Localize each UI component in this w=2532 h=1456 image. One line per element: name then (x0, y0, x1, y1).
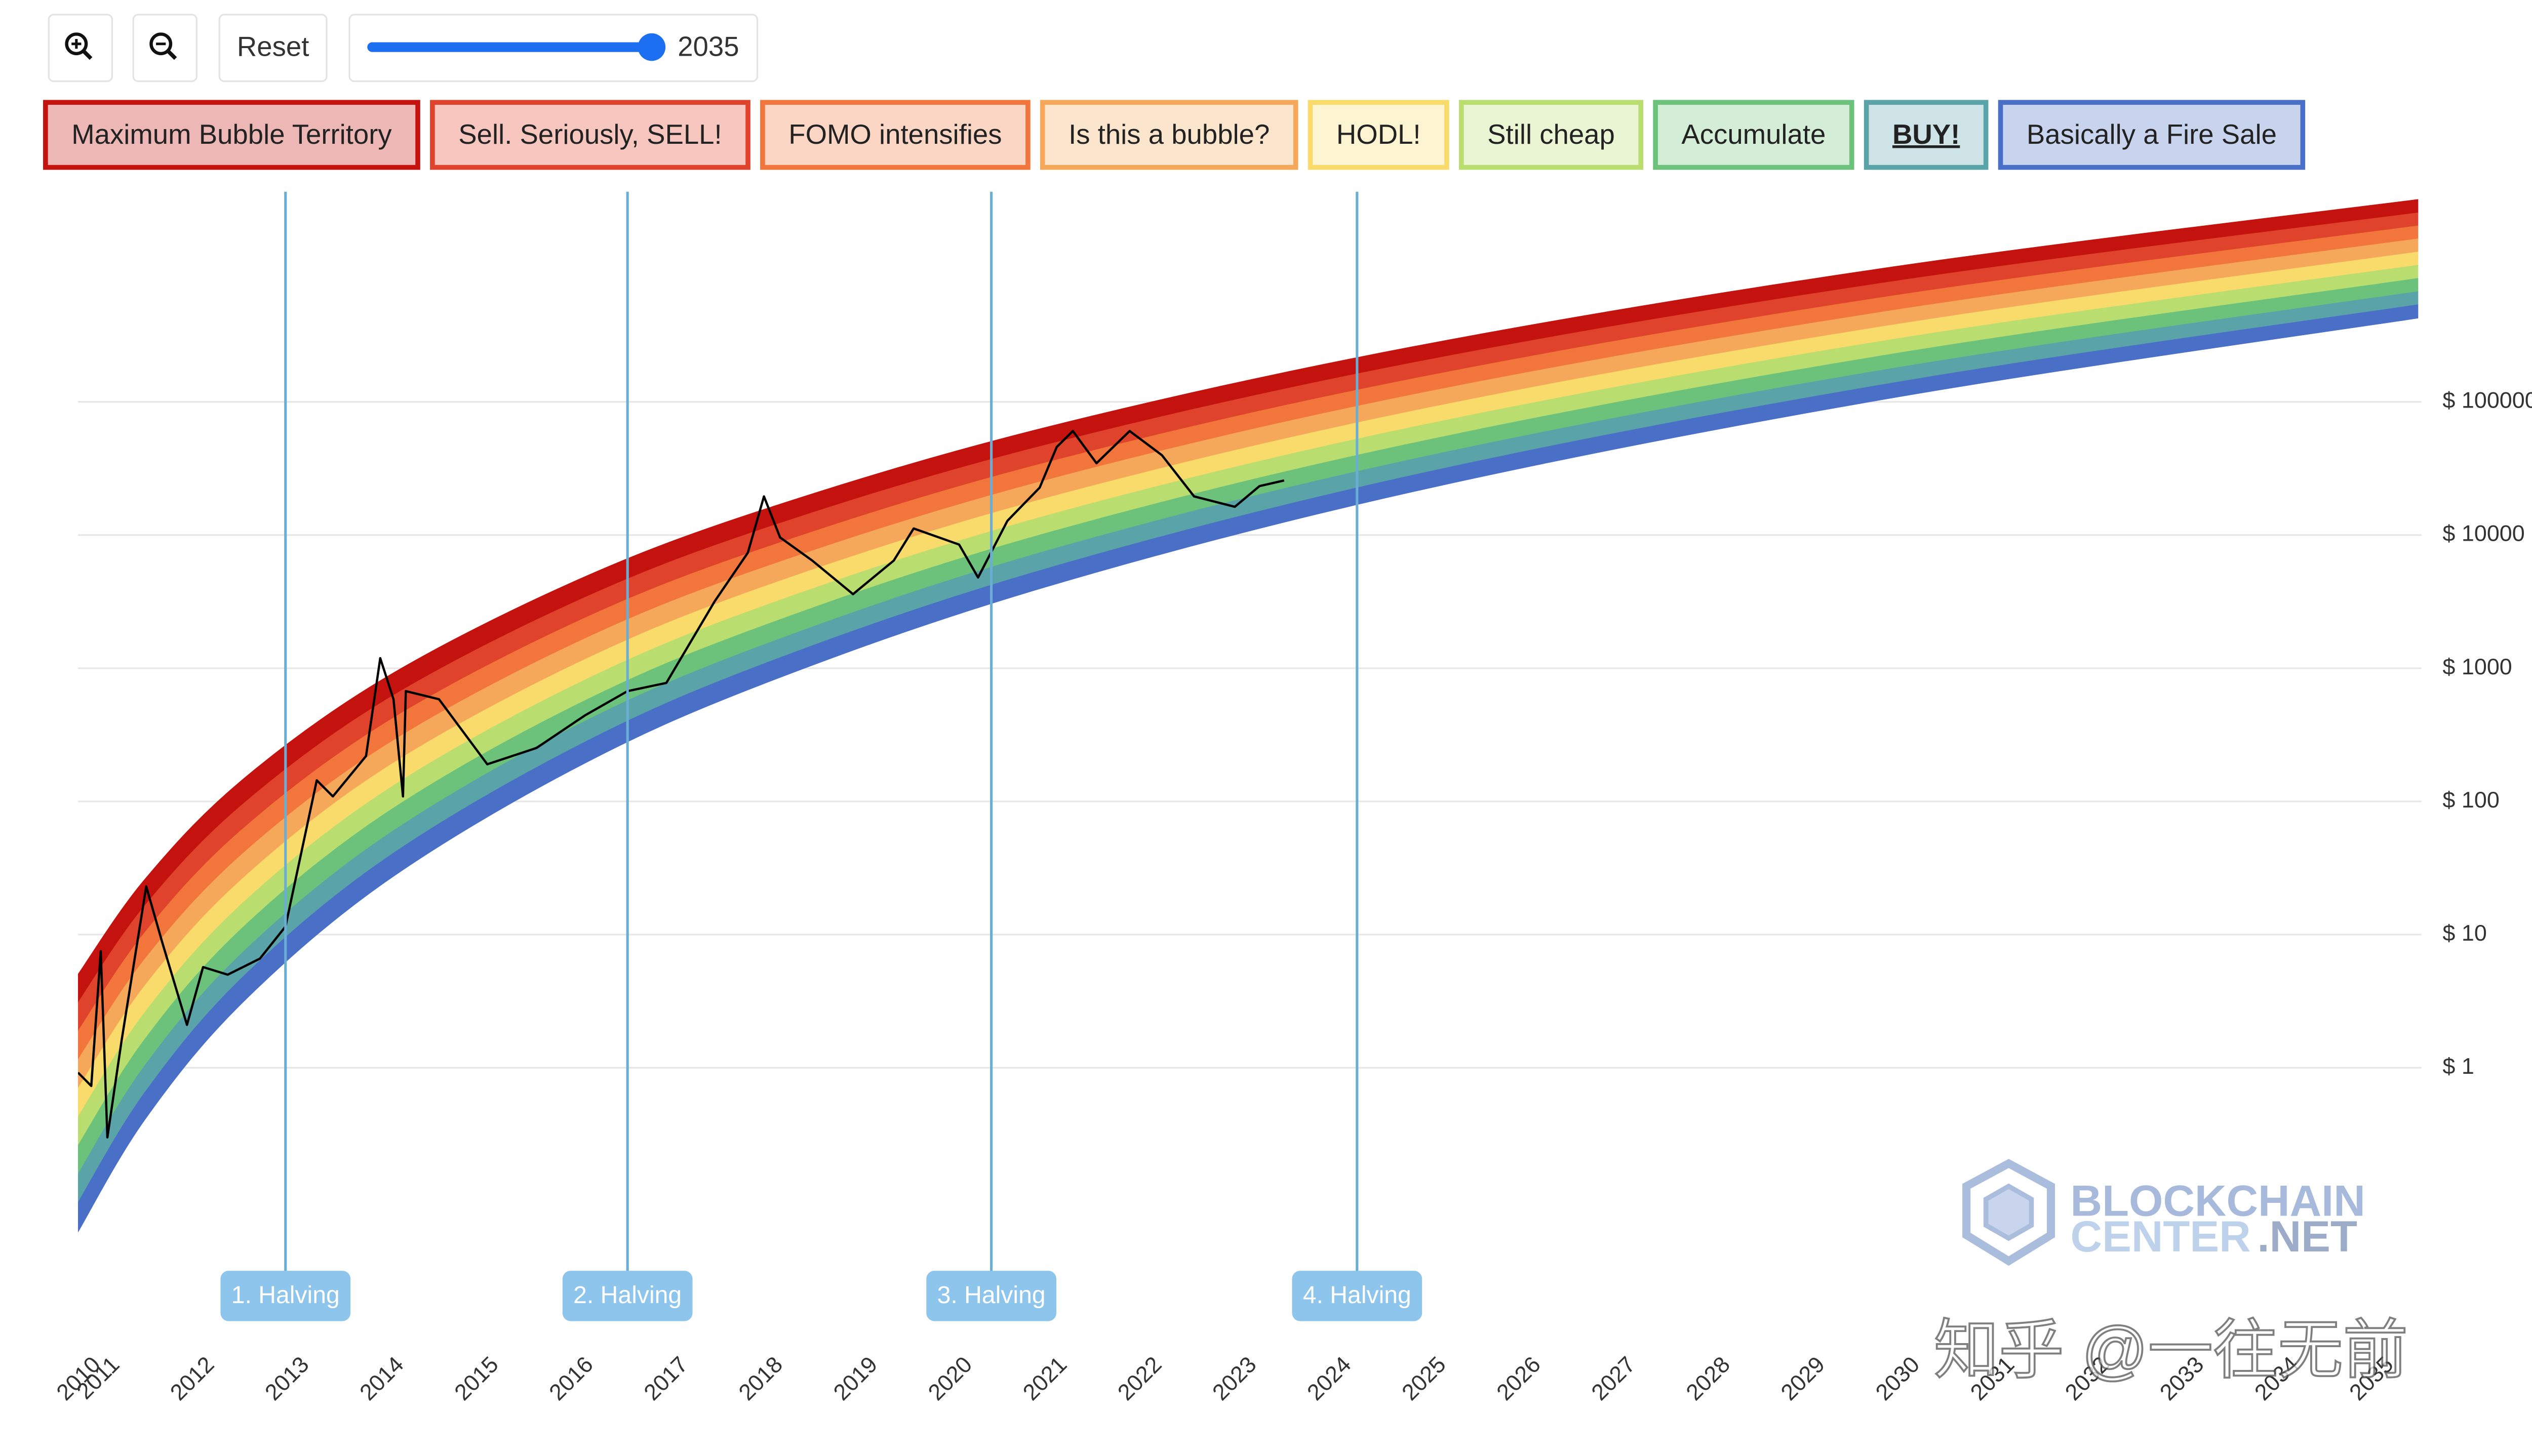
plot-area (78, 199, 2419, 1233)
halving-label: 3. Halving (937, 1281, 1046, 1309)
reset-box[interactable] (218, 14, 328, 83)
halving-label: 4. Halving (1303, 1281, 1411, 1309)
zoom-out-icon[interactable] (149, 32, 173, 56)
zoom-in-box[interactable] (48, 14, 113, 83)
x-tick-label: 2012 (165, 1351, 219, 1405)
x-tick-label: 2025 (1397, 1351, 1451, 1405)
slider-knob[interactable] (638, 33, 666, 61)
y-tick-label: $ 10000 (2442, 520, 2524, 546)
watermark-text: .NET (2258, 1212, 2357, 1261)
y-tick-label: $ 10 (2442, 920, 2486, 946)
legend-item[interactable]: Still cheap (1459, 100, 1643, 170)
x-tick-label: 2019 (828, 1351, 882, 1405)
x-tick-label: 2027 (1586, 1351, 1640, 1405)
legend-label[interactable]: Maximum Bubble Territory (71, 119, 392, 150)
x-tick-label: 2017 (639, 1351, 693, 1405)
x-tick-label: 2028 (1681, 1351, 1735, 1405)
legend-label[interactable]: Basically a Fire Sale (2027, 119, 2277, 150)
x-tick-label: 2014 (354, 1351, 409, 1405)
legend-label[interactable]: Sell. Seriously, SELL! (458, 119, 722, 150)
logo-cube-inner (1983, 1183, 2034, 1241)
watermark: BLOCKCHAIN CENTER .NET 知乎 @一往无前 (1933, 1159, 2409, 1388)
legend-box[interactable] (430, 100, 750, 170)
reset-button[interactable]: Reset (218, 14, 328, 83)
legend-item[interactable]: FOMO intensifies (760, 100, 1031, 170)
x-tick-label: 2015 (449, 1351, 503, 1405)
y-tick-label: $ 1000 (2442, 654, 2512, 679)
zoom-in-icon[interactable] (82, 50, 93, 60)
slider-value: 2035 (678, 31, 739, 62)
legend-label[interactable]: BUY! (1892, 119, 1960, 150)
legend-label[interactable]: Still cheap (1487, 119, 1615, 150)
watermark-text: CENTER (2071, 1212, 2251, 1261)
halving-label-box (1292, 1271, 1422, 1321)
toolbar: Reset 2035 (48, 14, 759, 83)
annotations: 1. Halving 2. Halving 3. Halving 4. Halving (220, 191, 1422, 1321)
x-tick-label: 2023 (1207, 1351, 1261, 1405)
x-tick-label: 2016 (544, 1351, 598, 1405)
halving-label: 1. Halving (231, 1281, 340, 1309)
legend-item[interactable]: HODL! (1308, 100, 1449, 170)
watermark-text: 知乎 @一往无前 (1934, 1314, 2408, 1387)
x-tick-label: 2029 (1775, 1351, 1830, 1405)
zoom-out-box[interactable] (132, 14, 197, 83)
watermark-text: BLOCKCHAIN (2071, 1177, 2365, 1225)
legend-item[interactable]: Accumulate (1653, 100, 1854, 170)
legend-box[interactable] (1998, 100, 2306, 170)
y-tick-label: $ 100000 (2442, 387, 2532, 413)
legend-box[interactable] (1459, 100, 1643, 170)
reset-label[interactable]: Reset (237, 31, 309, 62)
legend-item[interactable]: Sell. Seriously, SELL! (430, 100, 750, 170)
year-slider[interactable]: 2035 (348, 14, 759, 83)
logo-cube (1962, 1159, 2055, 1266)
halving-label-box (562, 1271, 693, 1321)
halving-label: 2. Halving (573, 1281, 682, 1309)
x-tick-label: 2030 (1871, 1351, 1925, 1405)
zoom-out-button[interactable] (132, 14, 197, 83)
zoom-in-button[interactable] (48, 14, 113, 83)
zoom-in-icon[interactable] (65, 32, 88, 56)
x-tick-label: 2020 (923, 1351, 977, 1405)
y-tick-label: $ 1 (2442, 1053, 2474, 1079)
legend-box[interactable] (1308, 100, 1449, 170)
legend-label[interactable]: Is this a bubble? (1069, 119, 1270, 150)
x-tick-label: 2013 (260, 1351, 314, 1405)
legend-item[interactable]: BUY! (1864, 100, 1989, 170)
legend-item[interactable]: Maximum Bubble Territory (43, 100, 420, 170)
legend-box[interactable] (43, 100, 420, 170)
legend-item[interactable]: Basically a Fire Sale (1998, 100, 2306, 170)
rainbow-band (78, 304, 2419, 1233)
legend-box[interactable] (1864, 100, 1989, 170)
legend-box[interactable] (1040, 100, 1298, 170)
legend-label[interactable]: HODL! (1336, 119, 1421, 150)
legend: Maximum Bubble Territory Sell. Seriously,… (43, 100, 2306, 170)
zoom-out-icon[interactable] (167, 50, 177, 60)
x-tick-label: 2024 (1302, 1351, 1356, 1405)
x-tick-label: 2021 (1018, 1351, 1072, 1405)
price-line (78, 430, 1285, 1139)
halving-label-box (220, 1271, 351, 1321)
legend-label[interactable]: Accumulate (1681, 119, 1826, 150)
x-tick-label: 2026 (1491, 1351, 1546, 1405)
x-tick-label: 2022 (1113, 1351, 1167, 1405)
legend-item[interactable]: Is this a bubble? (1040, 100, 1298, 170)
legend-box[interactable] (760, 100, 1031, 170)
legend-box[interactable] (1653, 100, 1854, 170)
legend-label[interactable]: FOMO intensifies (788, 119, 1002, 150)
halving-label-box (926, 1271, 1056, 1321)
x-tick-label: 2018 (733, 1351, 787, 1405)
y-tick-label: $ 100 (2442, 787, 2499, 813)
